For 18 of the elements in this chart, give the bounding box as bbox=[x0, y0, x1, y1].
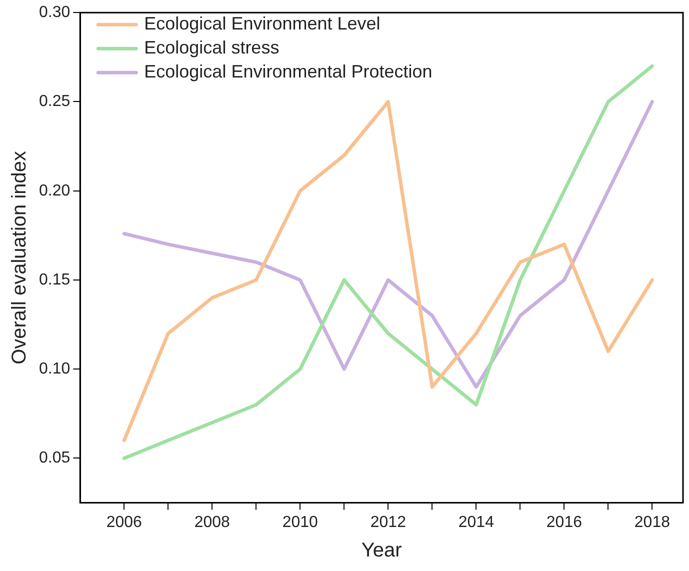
x-tick-label: 2006 bbox=[106, 514, 142, 531]
x-tick-label: 2008 bbox=[194, 514, 230, 531]
y-tick-label: 0.30 bbox=[39, 4, 70, 22]
y-tick-label: 0.25 bbox=[39, 93, 70, 110]
legend-label: Ecological stress bbox=[144, 38, 280, 58]
x-tick-label: 2010 bbox=[282, 514, 318, 531]
x-axis-title: Year bbox=[361, 540, 402, 562]
legend-label: Ecological Environment Level bbox=[144, 14, 380, 34]
y-tick-label: 0.10 bbox=[39, 360, 70, 378]
x-tick-label: 2014 bbox=[458, 514, 494, 531]
y-tick-label: 0.05 bbox=[39, 450, 70, 467]
legend-label: Ecological Environmental Protection bbox=[144, 62, 432, 82]
x-tick-label: 2012 bbox=[370, 514, 406, 531]
y-tick-label: 0.15 bbox=[39, 271, 70, 288]
y-tick-label: 0.20 bbox=[39, 182, 70, 200]
x-tick-label: 2018 bbox=[634, 514, 670, 531]
y-axis-title: Overall evaluation index bbox=[8, 150, 31, 364]
x-tick-label: 2016 bbox=[546, 514, 582, 531]
